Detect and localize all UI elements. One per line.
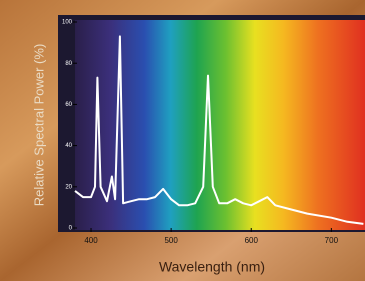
y-tick-label: 20 [65,184,72,190]
x-tick-label: 700 [325,236,339,245]
y-tick-label: 80 [65,61,72,67]
y-tick-label: 60 [65,102,72,108]
y-tick-label: 40 [65,143,72,149]
page: {"chart_data": {"type": "line", "y_label… [0,0,365,281]
x-tick-label: 600 [245,236,259,245]
y-axis-label: Relative Spectral Power (%) [31,44,46,207]
x-tick-label: 500 [164,236,178,245]
y-tick-label: 100 [62,20,73,26]
x-tick-label: 400 [84,236,98,245]
x-axis-label: Wavelength (nm) [159,259,265,275]
chart: Relative Spectral Power (%) Wavelength (… [0,0,365,281]
